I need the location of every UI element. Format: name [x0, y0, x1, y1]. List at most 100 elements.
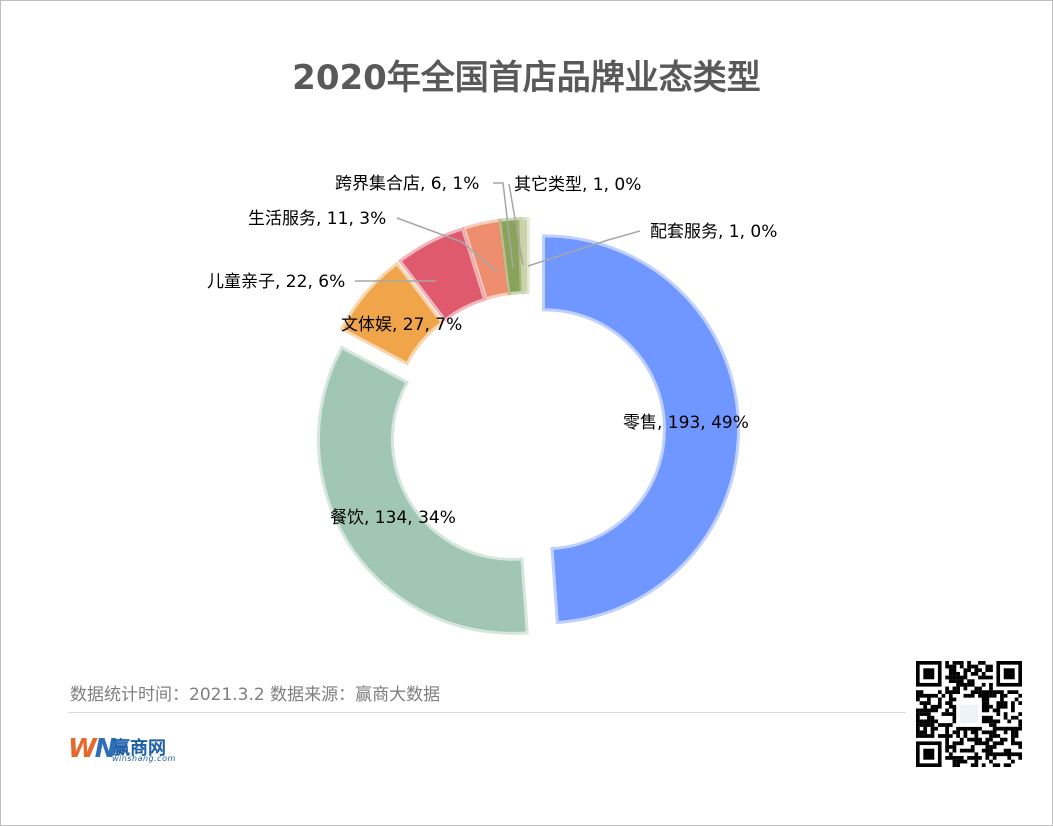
qr-finder-inner: [923, 748, 935, 760]
qr-module: [952, 759, 957, 764]
qr-module: [930, 704, 935, 709]
qr-module: [919, 719, 924, 724]
qr-module: [978, 668, 982, 673]
qr-module: [974, 734, 979, 738]
qr-module: [952, 704, 957, 709]
footer-source-text: 数据统计时间：2021.3.2 数据来源：赢商大数据: [70, 685, 441, 705]
qr-module: [970, 745, 975, 749]
qr-module: [981, 763, 986, 767]
qr-module: [1018, 745, 1022, 749]
qr-module: [945, 723, 949, 727]
qr-module: [985, 675, 990, 680]
logo-url: winshang.com: [112, 754, 176, 763]
qr-module: [974, 668, 979, 673]
qr-module: [992, 730, 997, 735]
qr-module: [967, 664, 971, 669]
qr-module: [978, 690, 982, 694]
qr-module: [978, 756, 982, 760]
qr-module: [985, 704, 990, 709]
qr-module: [967, 748, 971, 753]
qr-module: [952, 748, 957, 753]
qr-module: [941, 734, 946, 738]
qr-module: [1003, 730, 1008, 735]
qr-module: [926, 719, 931, 724]
qr-module: [985, 719, 990, 724]
qr-module: [945, 756, 949, 760]
qr-module: [956, 730, 960, 735]
qr-module: [952, 756, 957, 760]
qr-module: [985, 697, 990, 702]
qr-module: [948, 690, 953, 694]
qr-module: [1014, 697, 1019, 702]
qr-module: [1003, 704, 1008, 709]
qr-module: [1007, 719, 1012, 724]
qr-module: [941, 693, 946, 698]
qr-module: [978, 741, 982, 746]
qr-module: [1000, 737, 1004, 742]
qr-module: [996, 741, 1001, 746]
qr-module: [930, 734, 935, 738]
qr-module: [919, 712, 924, 716]
qr-module: [959, 682, 964, 687]
qr-module: [974, 664, 979, 669]
qr-module: [1000, 690, 1004, 694]
qr-module: [989, 690, 993, 694]
qr-module: [1007, 690, 1012, 694]
qr-module: [941, 712, 946, 716]
qr-module: [1003, 715, 1008, 720]
qr-module: [996, 726, 1001, 731]
leader-line-8: [527, 230, 641, 267]
qr-module: [963, 748, 968, 753]
qr-module: [970, 690, 975, 694]
qr-module: [989, 737, 993, 742]
qr-module: [989, 734, 993, 738]
logo-mark-w: W: [68, 734, 97, 764]
qr-module: [963, 682, 968, 687]
slices-group: [316, 216, 740, 635]
qr-module: [992, 719, 997, 724]
qr-module: [989, 664, 993, 669]
qr-finder-inner: [923, 668, 935, 680]
qr-module: [952, 715, 957, 720]
qr-module: [959, 748, 964, 753]
qr-module: [952, 697, 957, 702]
qr-module: [934, 708, 939, 713]
qr-module: [1011, 726, 1015, 731]
qr-module: [948, 697, 953, 702]
qr-module: [959, 664, 964, 669]
qr-module: [952, 745, 957, 749]
qr-module: [956, 759, 960, 764]
qr-module: [978, 675, 982, 680]
qr-module: [923, 704, 928, 709]
qr-module: [923, 693, 928, 698]
qr-module: [974, 737, 979, 742]
qr-module: [952, 708, 957, 713]
qr-module: [952, 763, 957, 767]
qr-module: [945, 734, 949, 738]
qr-module: [952, 668, 957, 673]
qr-module: [916, 719, 920, 724]
qr-module: [985, 737, 990, 742]
qr-module: [959, 737, 964, 742]
qr-module: [967, 693, 971, 698]
qr-module: [959, 741, 964, 746]
qr-module: [1003, 712, 1008, 716]
qr-module: [919, 690, 924, 694]
qr-module: [992, 726, 997, 731]
qr-module: [1003, 748, 1008, 753]
qr-module: [952, 712, 957, 716]
winshang-logo: WN 赢商网 winshang.com: [68, 732, 198, 766]
qr-module: [970, 671, 975, 676]
slice-3: [339, 261, 445, 366]
qr-module: [978, 693, 982, 698]
qr-module: [1003, 701, 1008, 705]
slice-label-5: 生活服务, 11, 3%: [248, 209, 386, 229]
qr-logo-box: [959, 704, 979, 724]
qr-module: [926, 723, 931, 727]
qr-module: [970, 748, 975, 753]
qr-module: [1003, 737, 1008, 742]
qr-module: [970, 693, 975, 698]
qr-module: [1003, 726, 1008, 731]
qr-module: [996, 690, 1001, 694]
